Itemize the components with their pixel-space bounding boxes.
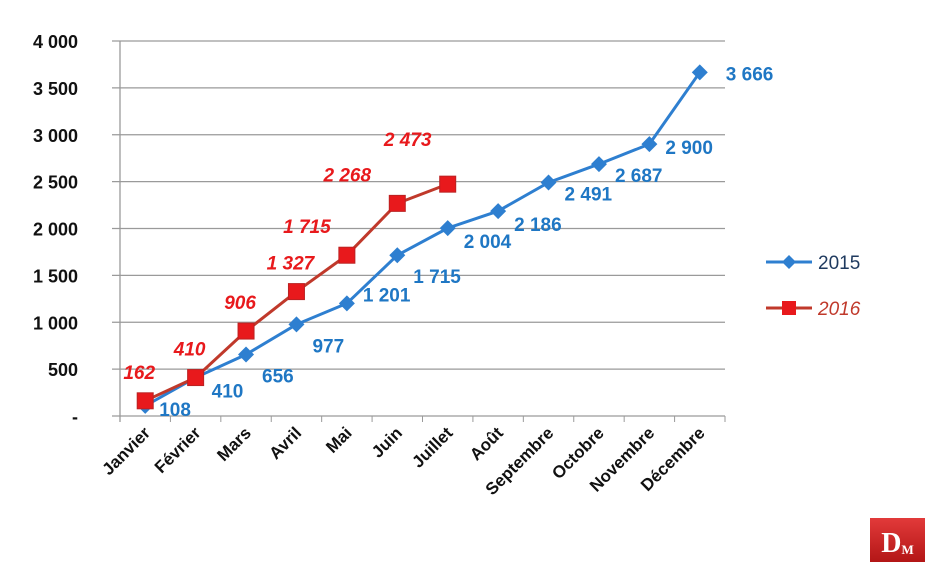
y-tick-label: 4 000 bbox=[33, 32, 78, 52]
y-tick-label: 500 bbox=[48, 360, 78, 380]
data-label-2016: 162 bbox=[123, 363, 155, 384]
y-tick-label: 2 000 bbox=[33, 220, 78, 240]
marker-2016 bbox=[388, 194, 406, 212]
data-label-2016: 2 473 bbox=[383, 130, 432, 151]
marker-2015 bbox=[490, 203, 507, 220]
marker-2015 bbox=[439, 220, 456, 237]
marker-2016 bbox=[338, 246, 356, 264]
x-tick-label: Avril bbox=[266, 423, 306, 463]
series-line-2015 bbox=[144, 71, 702, 408]
data-label-2015: 1 715 bbox=[413, 267, 461, 288]
x-tick-label: Février bbox=[151, 423, 205, 477]
marker-2015 bbox=[288, 316, 305, 333]
data-label-2015: 1 201 bbox=[363, 285, 411, 306]
data-label-2016: 2 268 bbox=[323, 165, 372, 186]
marker-2016 bbox=[439, 175, 457, 193]
data-label-2016: 906 bbox=[224, 293, 256, 314]
data-label-2015: 656 bbox=[262, 367, 294, 388]
data-label-2015: 2 491 bbox=[565, 184, 613, 205]
y-tick-label: - bbox=[72, 407, 78, 427]
x-tick-label: Juillet bbox=[408, 423, 456, 471]
data-label-2015: 2 186 bbox=[514, 215, 562, 236]
marker-2016 bbox=[287, 283, 305, 301]
marker-2015 bbox=[590, 156, 607, 173]
x-tick-label: Mai bbox=[322, 423, 355, 456]
marker-2015 bbox=[540, 174, 557, 191]
data-label-2016: 410 bbox=[173, 340, 206, 361]
x-tick-label: Janvier bbox=[98, 423, 154, 479]
legend-label-2016: 2016 bbox=[817, 299, 861, 320]
data-label-2015: 2 900 bbox=[665, 138, 713, 159]
data-label-2015: 3 666 bbox=[726, 64, 774, 85]
legend-label-2015: 2015 bbox=[818, 253, 860, 274]
y-tick-label: 1 500 bbox=[33, 266, 78, 286]
data-label-2015: 2 004 bbox=[464, 232, 512, 253]
x-tick-label: Août bbox=[466, 423, 507, 464]
marker-2015 bbox=[641, 136, 658, 153]
data-label-2016: 1 327 bbox=[267, 254, 316, 275]
data-label-2015: 108 bbox=[159, 400, 191, 421]
x-tick-label: Juin bbox=[368, 423, 406, 461]
y-tick-label: 1 000 bbox=[33, 313, 78, 333]
y-tick-label: 2 500 bbox=[33, 173, 78, 193]
marker-2015 bbox=[238, 346, 255, 363]
legend-marker-2015 bbox=[782, 255, 796, 269]
marker-2015 bbox=[389, 247, 406, 264]
marker-2016 bbox=[237, 322, 255, 340]
legend-marker-2016 bbox=[782, 301, 796, 315]
marker-2015 bbox=[338, 295, 355, 312]
data-label-2015: 410 bbox=[212, 382, 244, 403]
data-label-2015: 977 bbox=[312, 336, 344, 357]
marker-2015 bbox=[691, 64, 708, 81]
x-tick-label: Mars bbox=[213, 423, 254, 464]
marker-2016 bbox=[187, 369, 205, 387]
marker-2016 bbox=[136, 392, 154, 410]
data-label-2016: 1 715 bbox=[283, 217, 331, 238]
data-label-2015: 2 687 bbox=[615, 166, 663, 187]
y-tick-label: 3 500 bbox=[33, 79, 78, 99]
y-tick-label: 3 000 bbox=[33, 126, 78, 146]
